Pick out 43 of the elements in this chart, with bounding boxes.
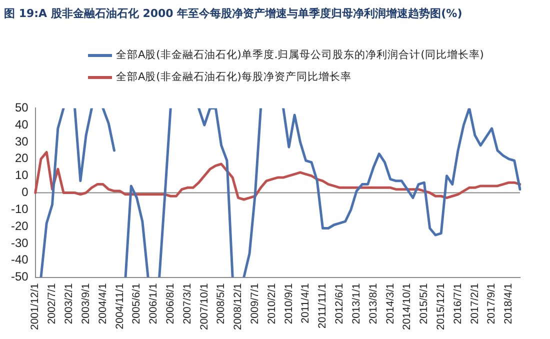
x-tick-label: 2009/7/1 [249, 283, 262, 324]
y-tick-label: 20 [14, 151, 29, 166]
x-tick-label: 2004/4/1 [96, 283, 109, 324]
x-tick-label: 2005/6/1 [130, 283, 143, 324]
x-tick-label: 2013/1/1 [350, 283, 362, 324]
x-tick-label: 2007/10/1 [198, 283, 210, 330]
x-tick-label: 2014/10/1 [401, 283, 414, 330]
y-tick-label: 50 [14, 100, 29, 115]
x-tick-label: 2002/7/1 [46, 283, 58, 324]
y-tick-label: 0 [22, 185, 29, 200]
x-tick-label: 2010/9/1 [282, 283, 295, 324]
x-tick-label: 2006/8/1 [164, 283, 176, 324]
y-tick-label: 10 [14, 168, 29, 182]
x-tick-label: 2008/12/1 [232, 283, 244, 330]
x-tick-label: 2010/2/1 [266, 283, 278, 324]
legend-label: 全部A股(非金融石油石化)单季度.归属母公司股东的净利润合计(同比增长率) [116, 48, 484, 62]
x-tick-label: 2007/3/1 [181, 283, 194, 324]
x-tick-label: 2017/9/1 [486, 283, 498, 324]
x-tick-label: 2008/5/1 [215, 283, 228, 324]
x-tick-label: 2003/9/1 [80, 283, 92, 324]
x-tick-label: 2015/12/1 [434, 283, 447, 330]
x-tick-label: 2018/4/1 [502, 283, 515, 324]
y-tick-label: 40 [14, 117, 29, 132]
y-tick-label: -30 [11, 236, 29, 250]
x-tick-label: 2017/2/1 [468, 283, 481, 324]
y-tick-label: -10 [11, 202, 29, 216]
y-tick-label: -40 [11, 252, 29, 267]
x-tick-label: 2011/11/1 [316, 283, 329, 328]
x-tick-label: 2015/5/1 [418, 283, 430, 324]
x-tick-label: 2006/1/1 [148, 283, 160, 324]
y-tick-label: -20 [11, 218, 29, 233]
x-tick-label: 2003/2/1 [63, 283, 76, 324]
x-tick-label: 2011/4/1 [300, 283, 312, 324]
y-tick-label: -50 [11, 270, 29, 284]
x-tick-label: 2012/6/1 [334, 283, 346, 324]
y-tick-label: 30 [14, 134, 29, 148]
x-tick-label: 2013/8/1 [367, 283, 380, 324]
x-tick-label: 2004/11/1 [114, 283, 126, 330]
legend-label: 全部A股(非金融石油石化)每股净资产同比增长率 [116, 70, 352, 84]
x-tick-label: 2001/12/1 [29, 283, 42, 330]
chart-title: 图 19:A 股非金融石油石化 2000 年至今每股净资产增速与单季度归母净利润增速趋势图(%) [4, 6, 462, 21]
x-tick-label: 2016/7/1 [452, 283, 464, 324]
x-tick-label: 2014/3/1 [384, 283, 396, 324]
